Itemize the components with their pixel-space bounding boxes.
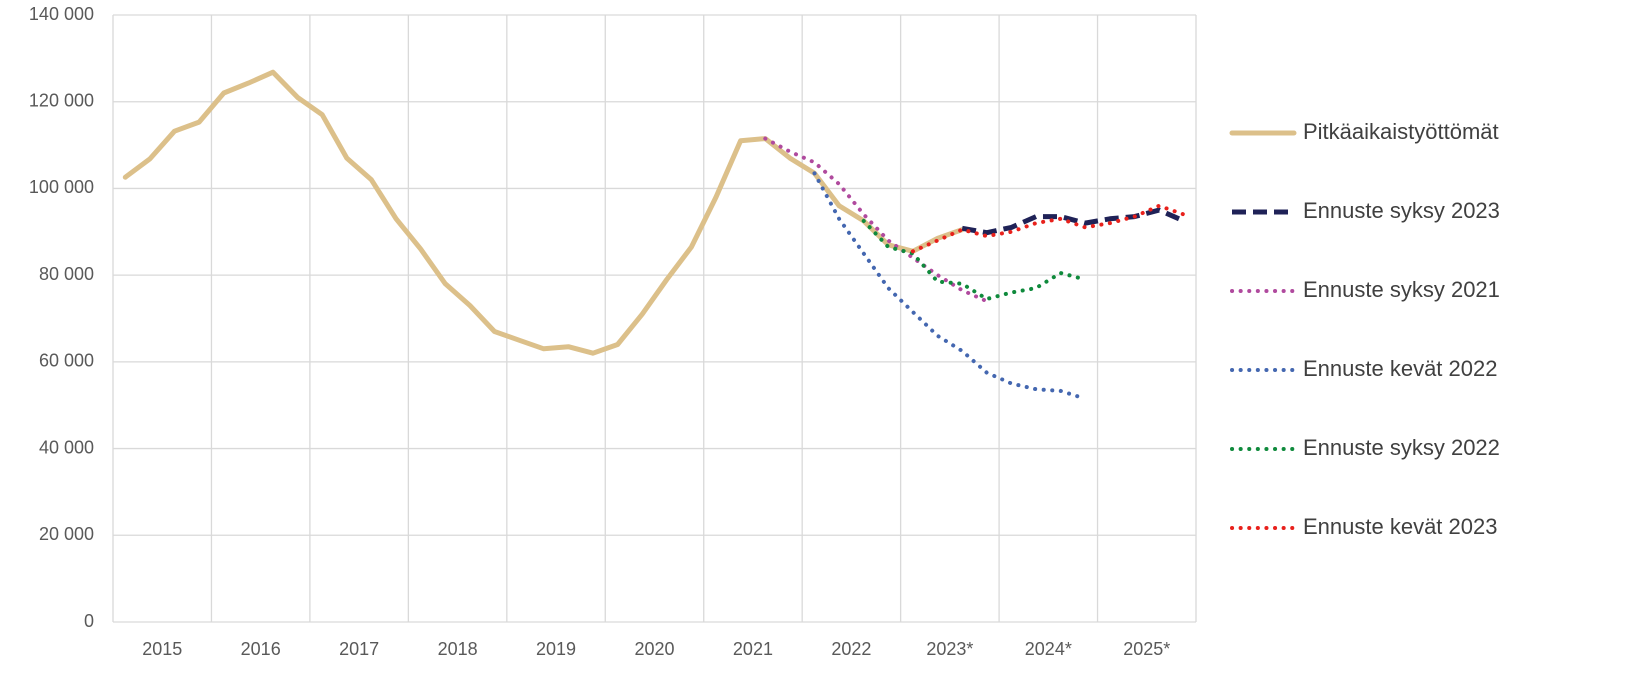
y-tick-label: 60 000 bbox=[39, 351, 94, 371]
legend-label: Ennuste kevät 2023 bbox=[1303, 514, 1497, 539]
y-tick-label: 40 000 bbox=[39, 437, 94, 457]
x-tick-label: 2017 bbox=[339, 639, 379, 659]
x-tick-label: 2022 bbox=[831, 639, 871, 659]
x-tick-label: 2016 bbox=[241, 639, 281, 659]
x-tick-label: 2021 bbox=[733, 639, 773, 659]
x-tick-label: 2019 bbox=[536, 639, 576, 659]
series-line bbox=[861, 218, 1088, 301]
legend-label: Pitkäaikaistyöttömät bbox=[1303, 119, 1499, 144]
y-tick-label: 120 000 bbox=[29, 90, 94, 110]
x-tick-label: 2015 bbox=[142, 639, 182, 659]
y-tick-label: 20 000 bbox=[39, 524, 94, 544]
y-tick-label: 0 bbox=[84, 611, 94, 631]
legend-label: Ennuste syksy 2022 bbox=[1303, 435, 1500, 460]
x-tick-label: 2024* bbox=[1025, 639, 1072, 659]
series-line bbox=[763, 136, 989, 304]
y-tick-label: 80 000 bbox=[39, 264, 94, 284]
x-tick-label: 2020 bbox=[634, 639, 674, 659]
x-tick-label: 2025* bbox=[1123, 639, 1170, 659]
y-tick-label: 100 000 bbox=[29, 177, 94, 197]
x-tick-label: 2023* bbox=[926, 639, 973, 659]
y-tick-label: 140 000 bbox=[29, 4, 94, 24]
series-line bbox=[122, 69, 965, 356]
x-tick-label: 2018 bbox=[438, 639, 478, 659]
series-line bbox=[961, 207, 1185, 236]
series-line bbox=[812, 171, 1088, 401]
legend-label: Ennuste kevät 2022 bbox=[1303, 356, 1497, 381]
legend-label: Ennuste syksy 2023 bbox=[1303, 198, 1500, 223]
legend-label: Ennuste syksy 2021 bbox=[1303, 277, 1500, 302]
series-line bbox=[910, 203, 1186, 254]
